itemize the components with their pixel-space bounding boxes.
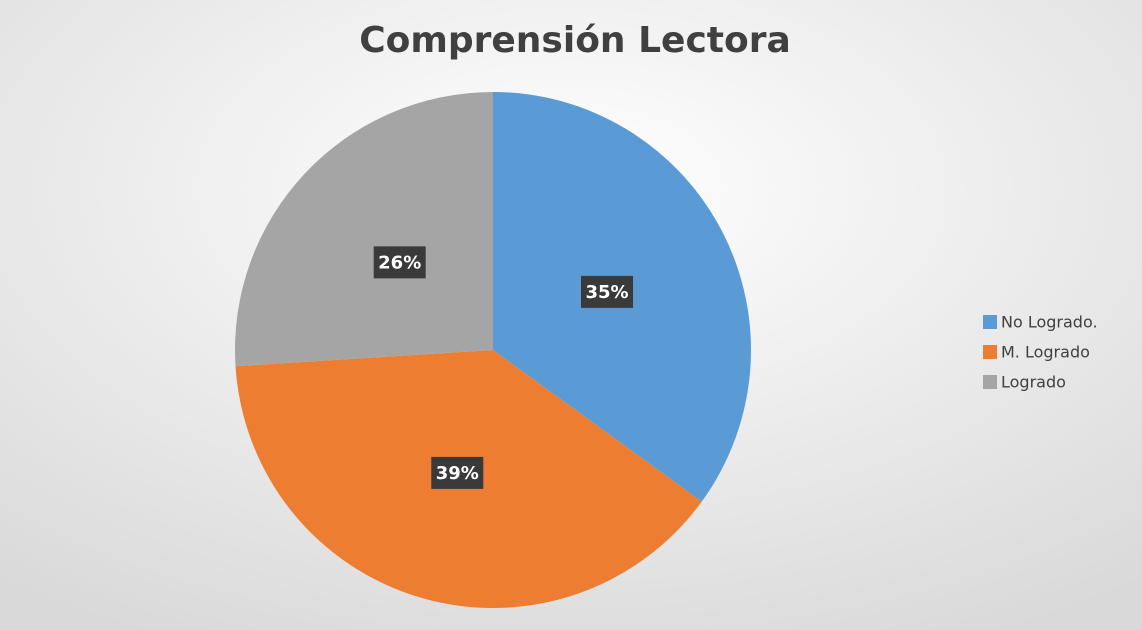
legend-swatch [983,375,997,389]
pie-slice [234,92,493,367]
data-label-box [581,275,634,308]
legend-label: M. Logrado [1001,343,1090,362]
data-label: 26% [378,252,421,273]
data-label: 35% [586,282,629,303]
legend-swatch [983,315,997,329]
legend-label: No Logrado. [1001,313,1098,332]
legend-label: Logrado [1001,373,1066,392]
data-label: 39% [436,463,479,484]
chart-title: Comprensión Lectora [359,20,791,61]
data-label-box [373,246,426,279]
legend-swatch [983,345,997,359]
data-label-box [431,456,484,489]
